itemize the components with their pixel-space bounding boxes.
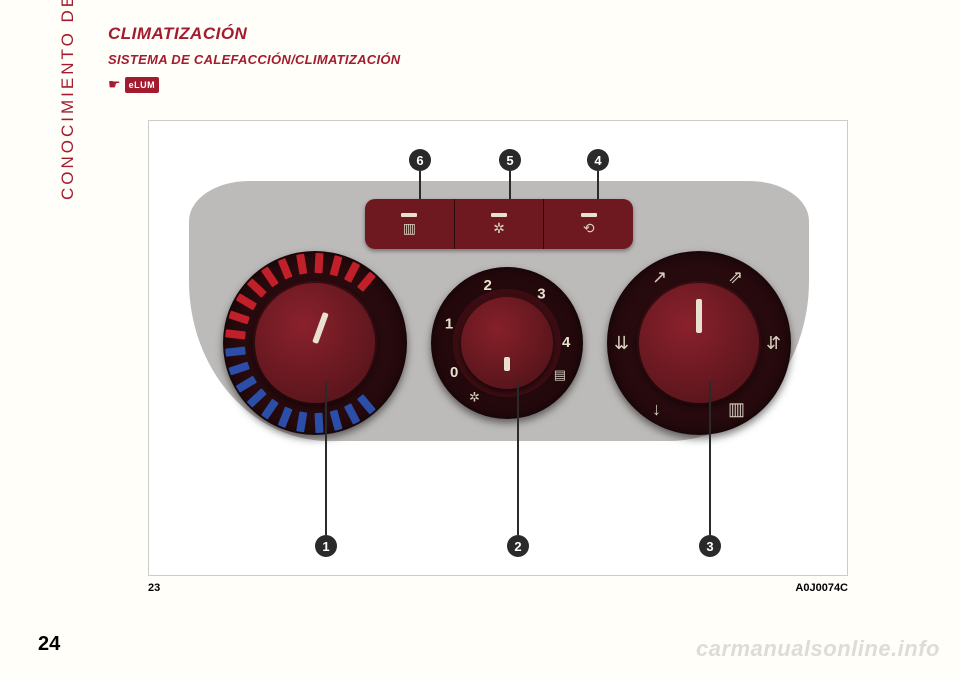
figure-code: A0J0074C [795,582,848,594]
hand-icon: ☛ [108,76,121,93]
temperature-knob [255,283,375,403]
temp-tick [261,266,279,287]
mode-feet-defrost-icon: ⇊ [614,333,629,354]
fan-pointer [504,357,510,371]
fan-knob [461,297,553,389]
temp-tick [344,403,360,424]
mode-face-defrost-icon: ⇗ [728,267,743,288]
temp-tick [296,411,307,432]
callout-line [509,171,511,199]
temperature-pointer [312,312,329,344]
fan-speed-0: 0 [450,364,458,381]
temp-tick [228,311,250,325]
section-label: CONOCIMIENTO DEL COCHE [58,0,78,200]
fan-speed-1: 1 [445,315,453,332]
temp-tick [344,261,360,282]
temp-tick [278,406,293,428]
temp-tick [247,388,267,408]
callout-line [709,381,711,535]
figure-23: ▥ ✲ ⟲ 0 1 2 3 4 ✲ ▤ ↗ ⇗ ⇵ ▥ ↓ ⇊ 6 5 4 1 2 3 [148,120,848,576]
temp-tick [236,376,257,393]
figure-number: 23 [148,582,160,594]
defrost-max-icon: ▤ [554,367,566,383]
mode-pointer [696,299,702,333]
mode-defrost-icon: ▥ [728,399,745,420]
temp-tick [228,362,250,376]
temp-tick [236,293,257,310]
rear-defrost-button: ▥ [365,199,455,249]
temp-tick [225,347,246,357]
led-indicator [491,213,507,217]
fan-icon: ✲ [469,390,480,406]
mode-knob [639,283,759,403]
temp-tick [261,399,279,420]
fan-speed-2: 2 [483,277,491,294]
mode-face-icon: ↗ [652,267,667,288]
temp-tick [296,254,307,275]
recirculate-icon: ⟲ [583,221,595,235]
led-indicator [401,213,417,217]
ac-snowflake-icon: ✲ [493,221,505,235]
fan-speed-4: 4 [562,334,570,351]
fan-dial: 0 1 2 3 4 ✲ ▤ [431,267,583,419]
mode-feet-icon: ↓ [652,399,661,420]
mode-face-feet-icon: ⇵ [766,333,781,354]
temperature-dial [223,251,407,435]
elum-reference: ☛ eLUM [108,76,159,93]
button-bar: ▥ ✲ ⟲ [365,199,633,249]
rear-defrost-icon: ▥ [403,221,416,235]
mode-dial: ↗ ⇗ ⇵ ▥ ↓ ⇊ [607,251,791,435]
temp-tick [314,413,323,433]
callout-line [325,381,327,535]
elum-badge: eLUM [125,77,160,93]
callout-1: 1 [315,535,337,557]
temp-tick [330,255,343,276]
callout-5: 5 [499,149,521,171]
temp-tick [357,271,376,291]
temp-tick [314,253,323,273]
callout-3: 3 [699,535,721,557]
watermark: carmanualsonline.info [696,636,940,662]
temp-tick [357,394,376,414]
callout-4: 4 [587,149,609,171]
callout-2: 2 [507,535,529,557]
led-indicator [581,213,597,217]
temp-tick [247,278,267,298]
callout-line [419,171,421,199]
heading-climatizacion: CLIMATIZACIÓN [108,24,247,44]
callout-6: 6 [409,149,431,171]
recirculate-button: ⟲ [544,199,633,249]
temp-tick [330,409,343,430]
callout-line [597,171,599,199]
temp-tick [278,258,293,280]
fan-speed-3: 3 [537,285,545,302]
callout-line [517,381,519,535]
page-number: 24 [38,633,60,656]
ac-snowflake-button: ✲ [455,199,545,249]
temp-tick [225,329,246,339]
heading-sistema: SISTEMA DE CALEFACCIÓN/CLIMATIZACIÓN [108,52,400,67]
